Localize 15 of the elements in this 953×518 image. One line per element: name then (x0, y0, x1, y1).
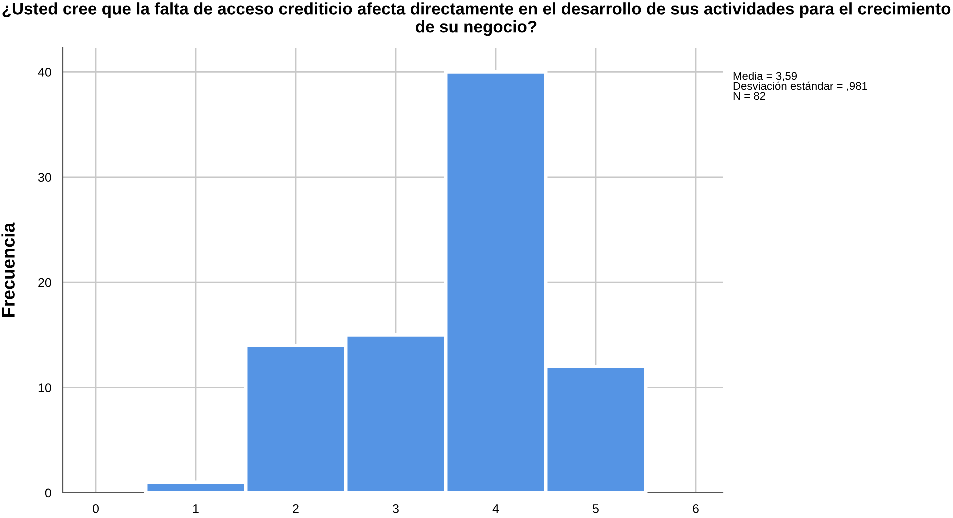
x-tick-label: 5 (593, 504, 599, 514)
x-tick-label: 0 (93, 504, 99, 514)
x-tick-label: 6 (693, 504, 699, 514)
y-tick-label: 30 (38, 173, 52, 182)
y-axis-title: Frecuencia (2, 222, 15, 317)
x-tick-label: 4 (492, 504, 500, 514)
y-tick-label: 10 (38, 384, 52, 392)
x-tick-label: 2 (293, 504, 299, 514)
y-tick-label: 40 (38, 68, 52, 77)
x-tick-label: 3 (393, 504, 399, 514)
x-tick-label: 1 (193, 504, 199, 514)
y-tick-label: 20 (38, 278, 52, 288)
y-tick-label: 0 (45, 488, 52, 498)
chart-title: ¿Usted cree que la falta de acceso crediticio afecta directamente en el desarrollo de sus actividades para el crecimiento de su negocio? (2, 2, 951, 36)
text: Media = 3,59 Desviación estándar = ,981 N = 82 (734, 72, 868, 100)
